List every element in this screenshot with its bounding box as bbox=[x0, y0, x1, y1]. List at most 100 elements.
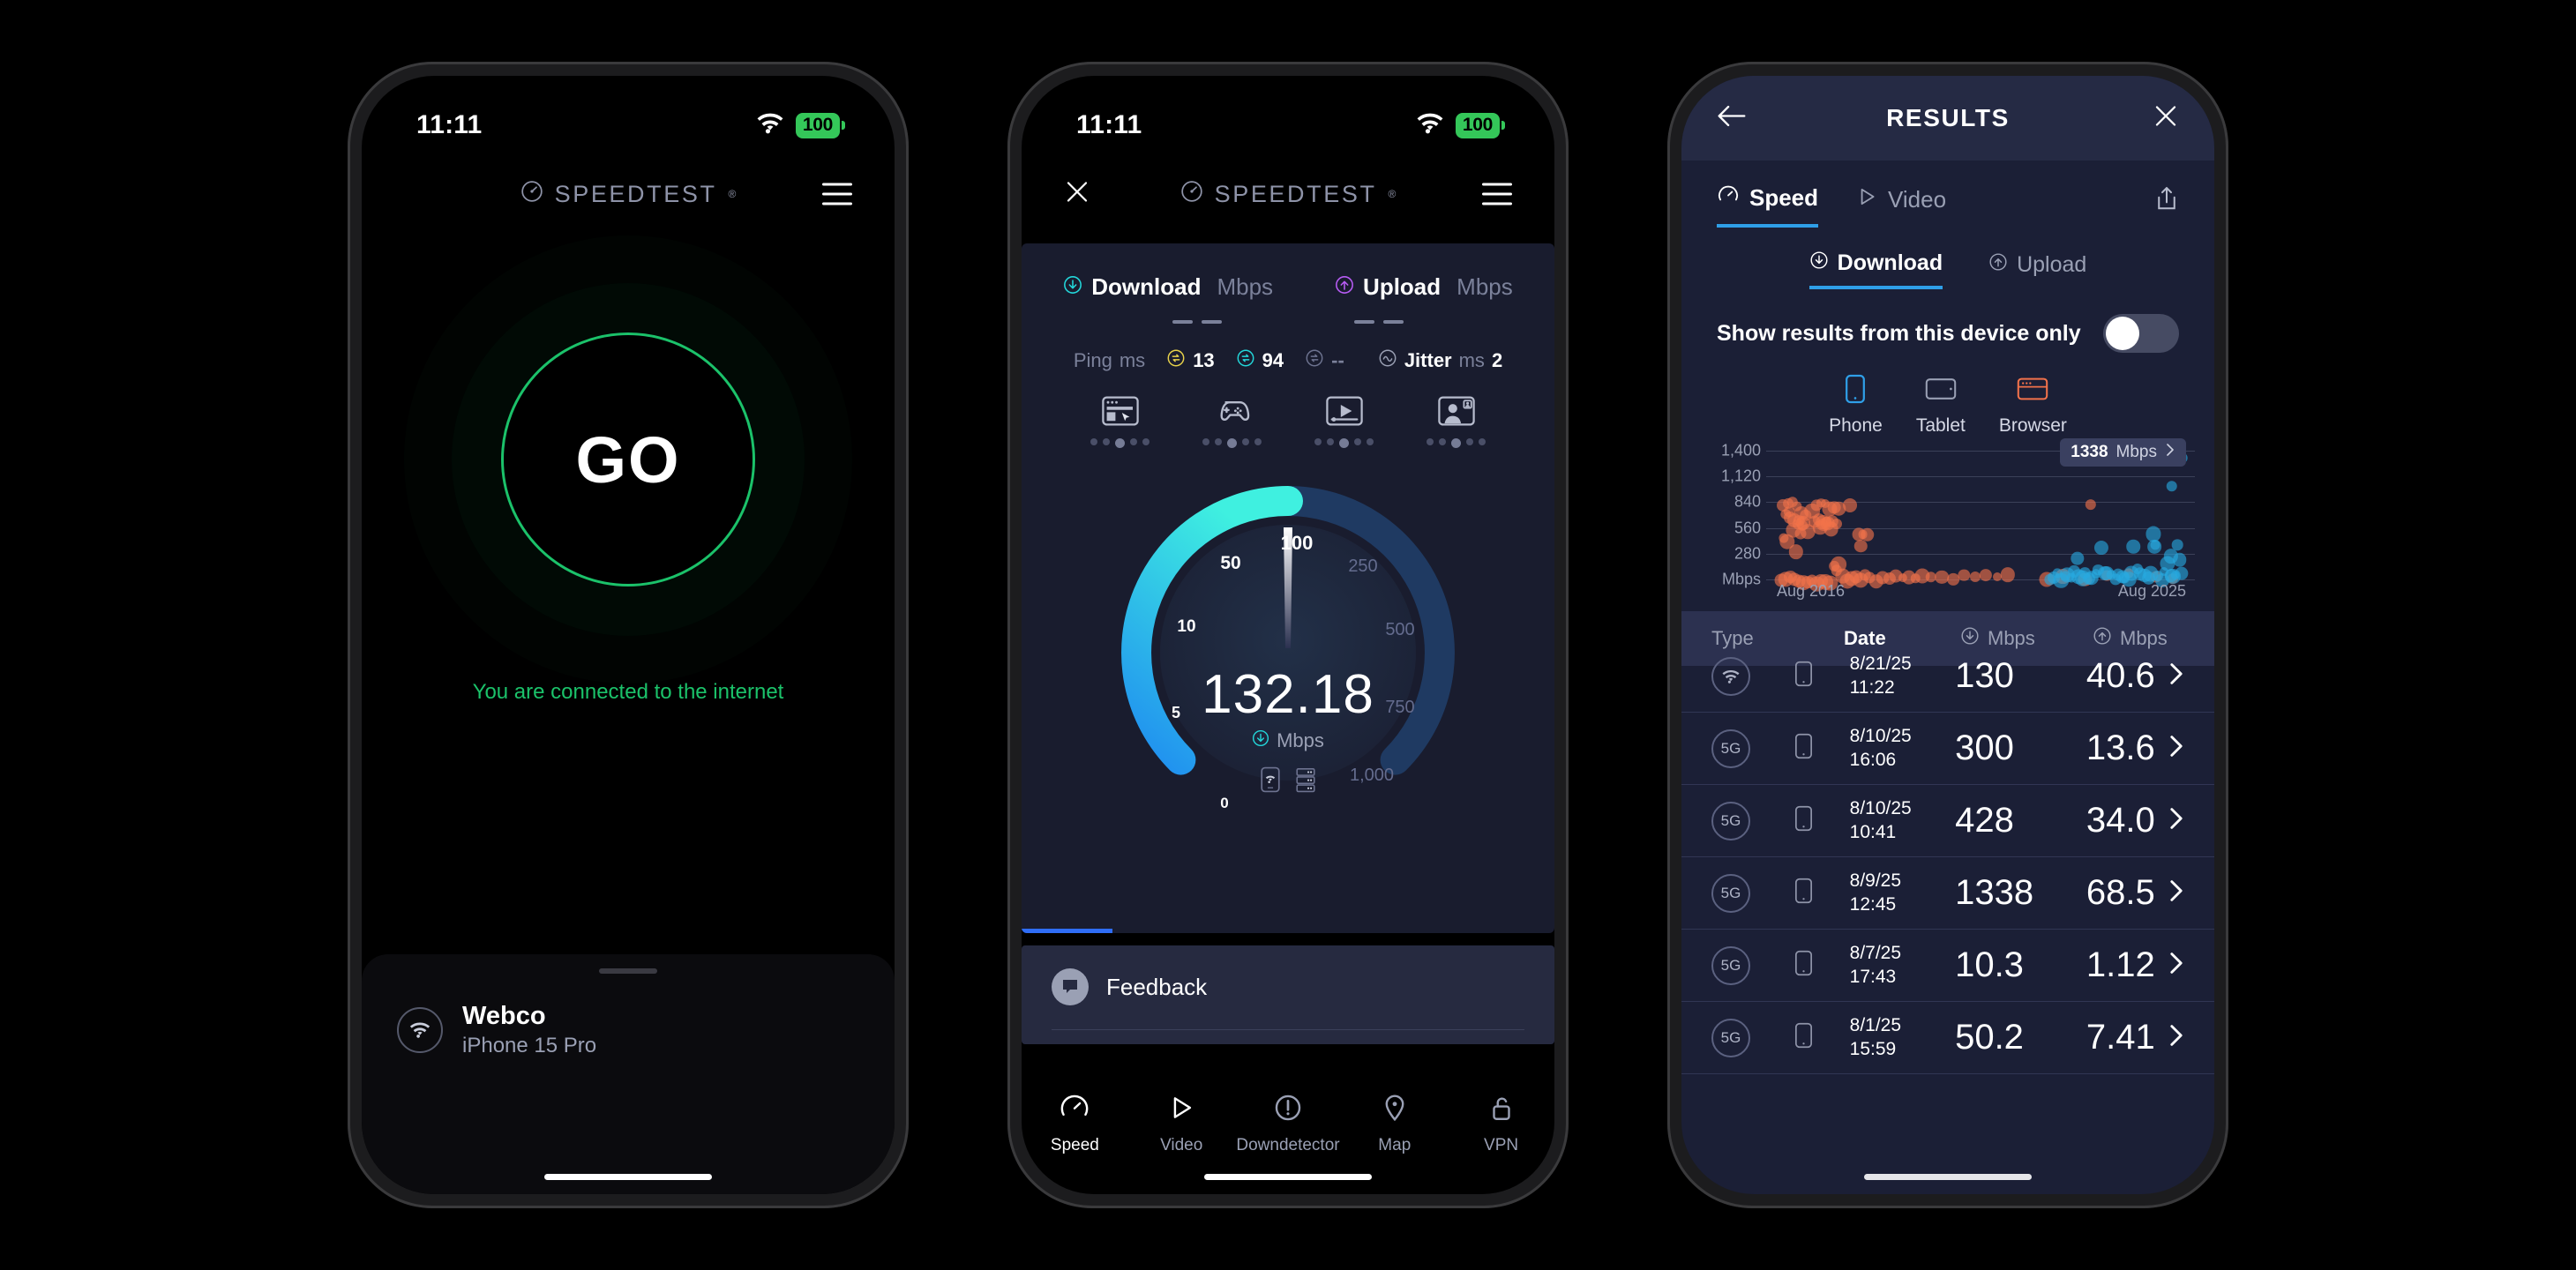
rating-dots bbox=[1427, 438, 1486, 448]
chart-data-point bbox=[2094, 541, 2108, 555]
chevron-right-icon[interactable] bbox=[2155, 952, 2184, 979]
download-label-group: Download Mbps bbox=[1063, 273, 1273, 301]
phone-icon bbox=[1794, 1022, 1850, 1053]
table-row[interactable]: 8/21/25 11:22 130 40.6 bbox=[1681, 640, 2214, 713]
server-row[interactable]: Webco iPhone 15 Pro bbox=[397, 1000, 859, 1059]
result-date: 8/7/25 17:43 bbox=[1850, 942, 1955, 990]
table-row[interactable]: 5G 8/1/25 15:59 50.2 7.41 bbox=[1681, 1002, 2214, 1074]
phone-icon bbox=[1794, 733, 1850, 764]
speedometer-icon bbox=[1717, 183, 1740, 213]
table-row[interactable]: 5G 8/7/25 17:43 10.3 1.12 bbox=[1681, 930, 2214, 1002]
close-icon[interactable] bbox=[1064, 179, 1090, 210]
hamburger-menu-icon[interactable] bbox=[822, 176, 852, 213]
x-tick-start: Aug 2016 bbox=[1777, 582, 1845, 601]
result-upload: 34.0 bbox=[2086, 801, 2155, 840]
battery-level: 100 bbox=[1456, 113, 1500, 138]
share-icon[interactable] bbox=[2154, 185, 2179, 216]
table-row[interactable]: 5G 8/10/25 10:41 428 34.0 bbox=[1681, 785, 2214, 857]
speed-gauge: 0 5 10 50 100 250 500 750 1,000 132.18 bbox=[1094, 459, 1482, 811]
chevron-right-icon[interactable] bbox=[2155, 735, 2184, 762]
speedtest-logo: SPEEDTEST ® bbox=[1180, 180, 1397, 209]
chevron-right-icon[interactable] bbox=[2155, 1024, 2184, 1051]
upload-label-group: Upload Mbps bbox=[1335, 273, 1513, 301]
5g-badge: 5G bbox=[1711, 1019, 1750, 1057]
activity-video-call[interactable] bbox=[1427, 396, 1486, 448]
go-button-label: GO bbox=[575, 422, 680, 497]
status-time: 11:11 bbox=[416, 110, 482, 140]
server-card[interactable]: Webco iPhone 15 Pro bbox=[362, 954, 895, 1194]
drag-handle[interactable] bbox=[599, 968, 657, 974]
feedback-row[interactable]: Feedback bbox=[1052, 968, 1524, 1005]
tab-speed[interactable]: Speed bbox=[1022, 1093, 1128, 1155]
connection-message: You are connected to the internet bbox=[473, 680, 784, 705]
speed-values bbox=[1022, 320, 1554, 324]
tab-vpn[interactable]: VPN bbox=[1448, 1093, 1554, 1155]
result-upload: 68.5 bbox=[2086, 873, 2155, 913]
tab-speed[interactable]: Speed bbox=[1717, 183, 1818, 228]
filter-browser[interactable]: Browser bbox=[1999, 374, 2067, 437]
home-indicator bbox=[544, 1174, 712, 1180]
chevron-right-icon[interactable] bbox=[2155, 879, 2184, 907]
metric-tab-label: Download bbox=[1838, 250, 1943, 276]
jitter-unit: ms bbox=[1459, 349, 1485, 372]
metric-tab-download[interactable]: Download bbox=[1809, 250, 1943, 289]
svg-text:500: 500 bbox=[1385, 620, 1414, 639]
browser-cursor-icon bbox=[1102, 396, 1139, 430]
metric-tabs: Download Upload bbox=[1681, 250, 2214, 289]
tab-downdetector[interactable]: Downdetector bbox=[1235, 1093, 1342, 1155]
tab-map[interactable]: Map bbox=[1341, 1093, 1448, 1155]
feedback-banner[interactable]: Feedback bbox=[1022, 945, 1554, 1044]
go-button[interactable]: GO bbox=[501, 332, 755, 586]
result-upload: 7.41 bbox=[2086, 1018, 2155, 1057]
tab-label: Downdetector bbox=[1236, 1136, 1339, 1155]
brand-tm: ® bbox=[1389, 188, 1397, 200]
jitter-label: Jitter bbox=[1404, 349, 1452, 372]
download-arrow-icon bbox=[1252, 729, 1269, 752]
device-wifi-icon bbox=[1261, 766, 1280, 797]
result-date: 8/9/25 12:45 bbox=[1850, 870, 1955, 917]
close-icon[interactable] bbox=[2153, 103, 2179, 134]
results-table-body[interactable]: 8/21/25 11:22 130 40.6 5G 8/10/25 16:06 300 13.6… bbox=[1681, 640, 2214, 1148]
result-download: 300 bbox=[1955, 728, 2086, 768]
device-filter-switch[interactable] bbox=[2103, 314, 2179, 353]
result-date: 8/10/25 10:41 bbox=[1850, 797, 1955, 845]
device-filter-toggle-row: Show results from this device only bbox=[1681, 289, 2214, 353]
filter-phone[interactable]: Phone bbox=[1829, 374, 1883, 437]
filter-label: Tablet bbox=[1916, 415, 1966, 437]
rating-dots bbox=[1090, 438, 1149, 448]
chevron-right-icon[interactable] bbox=[2155, 807, 2184, 834]
activity-gaming[interactable] bbox=[1202, 396, 1262, 448]
5g-badge: 5G bbox=[1711, 874, 1750, 913]
network-type: 5G bbox=[1711, 946, 1794, 985]
result-download: 1338 bbox=[1955, 873, 2086, 913]
upload-arrow-icon bbox=[1988, 252, 2008, 278]
table-row[interactable]: 5G 8/9/25 12:45 1338 68.5 bbox=[1681, 857, 2214, 930]
chart-data-point bbox=[1970, 572, 1981, 582]
results-header: RESULTS bbox=[1681, 76, 2214, 161]
table-row[interactable]: 5G 8/10/25 16:06 300 13.6 bbox=[1681, 713, 2214, 785]
divider bbox=[1052, 1029, 1524, 1030]
y-axis-unit-label: Mbps bbox=[1722, 571, 1761, 589]
chevron-right-icon[interactable] bbox=[2155, 662, 2184, 690]
activity-browsing[interactable] bbox=[1090, 396, 1149, 448]
y-tick-label: 280 bbox=[1734, 544, 1761, 563]
chart-data-point bbox=[1843, 498, 1857, 512]
metric-tab-upload[interactable]: Upload bbox=[1988, 250, 2086, 289]
hamburger-menu-icon[interactable] bbox=[1482, 176, 1512, 213]
tab-video[interactable]: Video bbox=[1855, 185, 1946, 226]
latency-idle-icon bbox=[1166, 348, 1186, 373]
results-scatter-chart: 1338 Mbps 280 560 840 1,120 1,400 Mbps Aug 20… bbox=[1681, 451, 2195, 601]
result-download: 428 bbox=[1955, 801, 2086, 840]
phone-icon bbox=[1845, 374, 1866, 409]
back-arrow-icon[interactable] bbox=[1717, 105, 1747, 132]
filter-tablet[interactable]: Tablet bbox=[1916, 374, 1966, 437]
chart-plot-area bbox=[1766, 451, 2195, 579]
tab-video[interactable]: Video bbox=[1128, 1093, 1235, 1155]
network-type: 5G bbox=[1711, 802, 1794, 840]
peak-result-badge[interactable]: 1338 Mbps bbox=[2060, 438, 2186, 467]
status-right: 100 bbox=[755, 112, 845, 139]
activity-streaming[interactable] bbox=[1314, 396, 1374, 448]
page-title: RESULTS bbox=[1886, 104, 2010, 132]
grid-line bbox=[1766, 554, 2195, 555]
download-unit: Mbps bbox=[1217, 273, 1273, 301]
